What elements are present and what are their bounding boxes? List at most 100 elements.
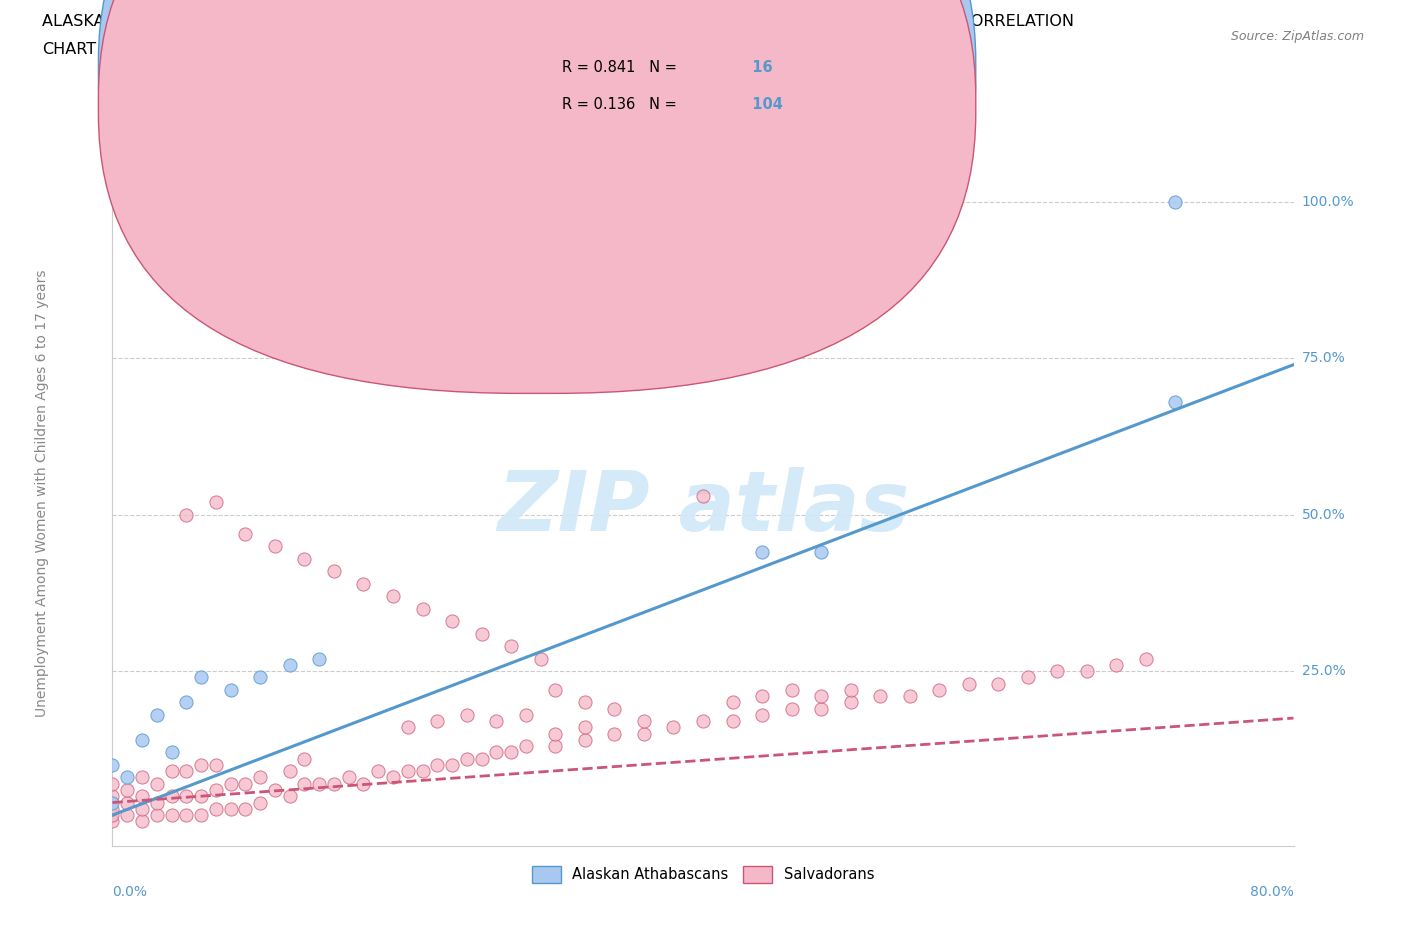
Point <box>219 802 242 817</box>
Point <box>721 713 744 728</box>
Point <box>1135 651 1157 666</box>
Point <box>352 777 374 791</box>
Point <box>957 676 980 691</box>
Point <box>205 758 228 773</box>
Point <box>529 651 551 666</box>
Point <box>501 639 523 654</box>
Point <box>174 807 197 822</box>
Point <box>721 695 744 710</box>
Point <box>1164 194 1187 209</box>
Point <box>751 545 773 560</box>
Point <box>131 814 153 829</box>
Point <box>323 777 346 791</box>
Point <box>780 701 803 716</box>
Text: 80.0%: 80.0% <box>1250 885 1294 899</box>
Text: 100.0%: 100.0% <box>1302 195 1354 209</box>
Point <box>190 670 212 684</box>
Text: R = 0.841   N =: R = 0.841 N = <box>562 60 678 75</box>
Point <box>101 758 124 773</box>
Point <box>470 626 494 641</box>
Point <box>1046 664 1069 679</box>
Point <box>101 777 124 791</box>
Point <box>146 708 169 723</box>
Point <box>233 777 256 791</box>
Text: ALASKAN ATHABASCAN VS SALVADORAN UNEMPLOYMENT AMONG WOMEN WITH CHILDREN AGES 6 T: ALASKAN ATHABASCAN VS SALVADORAN UNEMPLO… <box>42 14 1074 29</box>
Point <box>515 708 537 723</box>
Point <box>633 726 655 741</box>
Point <box>382 589 405 604</box>
Point <box>928 683 950 698</box>
Text: 25.0%: 25.0% <box>1302 664 1346 678</box>
Point <box>898 689 921 704</box>
Point <box>233 526 256 541</box>
Point <box>174 764 197 778</box>
Point <box>470 751 494 766</box>
Legend: Alaskan Athabascans, Salvadorans: Alaskan Athabascans, Salvadorans <box>526 860 880 888</box>
Point <box>692 488 714 503</box>
Point <box>131 733 153 748</box>
Point <box>308 777 330 791</box>
Point <box>751 689 773 704</box>
Text: ZIP atlas: ZIP atlas <box>496 467 910 548</box>
Point <box>382 770 405 785</box>
Point <box>174 695 197 710</box>
Point <box>544 738 567 753</box>
Point <box>249 795 271 810</box>
Point <box>501 745 523 760</box>
Point <box>146 807 169 822</box>
Point <box>146 795 169 810</box>
Point <box>160 789 183 804</box>
Point <box>101 795 124 810</box>
Point <box>810 701 832 716</box>
Point <box>117 782 138 797</box>
Point <box>292 751 315 766</box>
Point <box>117 770 138 785</box>
Point <box>146 777 169 791</box>
Text: Unemployment Among Women with Children Ages 6 to 17 years: Unemployment Among Women with Children A… <box>35 269 49 717</box>
Text: 16: 16 <box>742 60 773 75</box>
Point <box>264 782 287 797</box>
Point <box>190 807 212 822</box>
Point <box>160 807 183 822</box>
Point <box>810 689 832 704</box>
Point <box>233 802 256 817</box>
Point <box>780 683 803 698</box>
Point <box>101 802 124 817</box>
Point <box>441 758 464 773</box>
Point <box>249 670 271 684</box>
Point <box>367 764 389 778</box>
Point <box>633 713 655 728</box>
Text: 50.0%: 50.0% <box>1302 508 1346 522</box>
Point <box>426 758 449 773</box>
Point <box>205 495 228 510</box>
Point <box>987 676 1010 691</box>
Point <box>692 713 714 728</box>
Point <box>101 814 124 829</box>
Point <box>456 751 478 766</box>
Point <box>1076 664 1098 679</box>
Point <box>869 689 891 704</box>
Point <box>131 802 153 817</box>
Point <box>574 720 596 735</box>
Point <box>662 720 685 735</box>
Point <box>205 782 228 797</box>
Point <box>205 802 228 817</box>
Point <box>1017 670 1039 684</box>
Text: CHART: CHART <box>42 42 96 57</box>
Point <box>839 695 862 710</box>
Point <box>1164 394 1187 409</box>
Point <box>292 777 315 791</box>
Point <box>219 683 242 698</box>
Point <box>131 789 153 804</box>
Point <box>426 713 449 728</box>
Point <box>117 795 138 810</box>
Point <box>101 789 124 804</box>
Point <box>411 764 433 778</box>
Point <box>603 726 626 741</box>
Point <box>810 545 832 560</box>
Point <box>485 745 508 760</box>
Point <box>396 764 419 778</box>
Point <box>323 564 346 578</box>
Point <box>839 683 862 698</box>
Point <box>352 577 374 591</box>
